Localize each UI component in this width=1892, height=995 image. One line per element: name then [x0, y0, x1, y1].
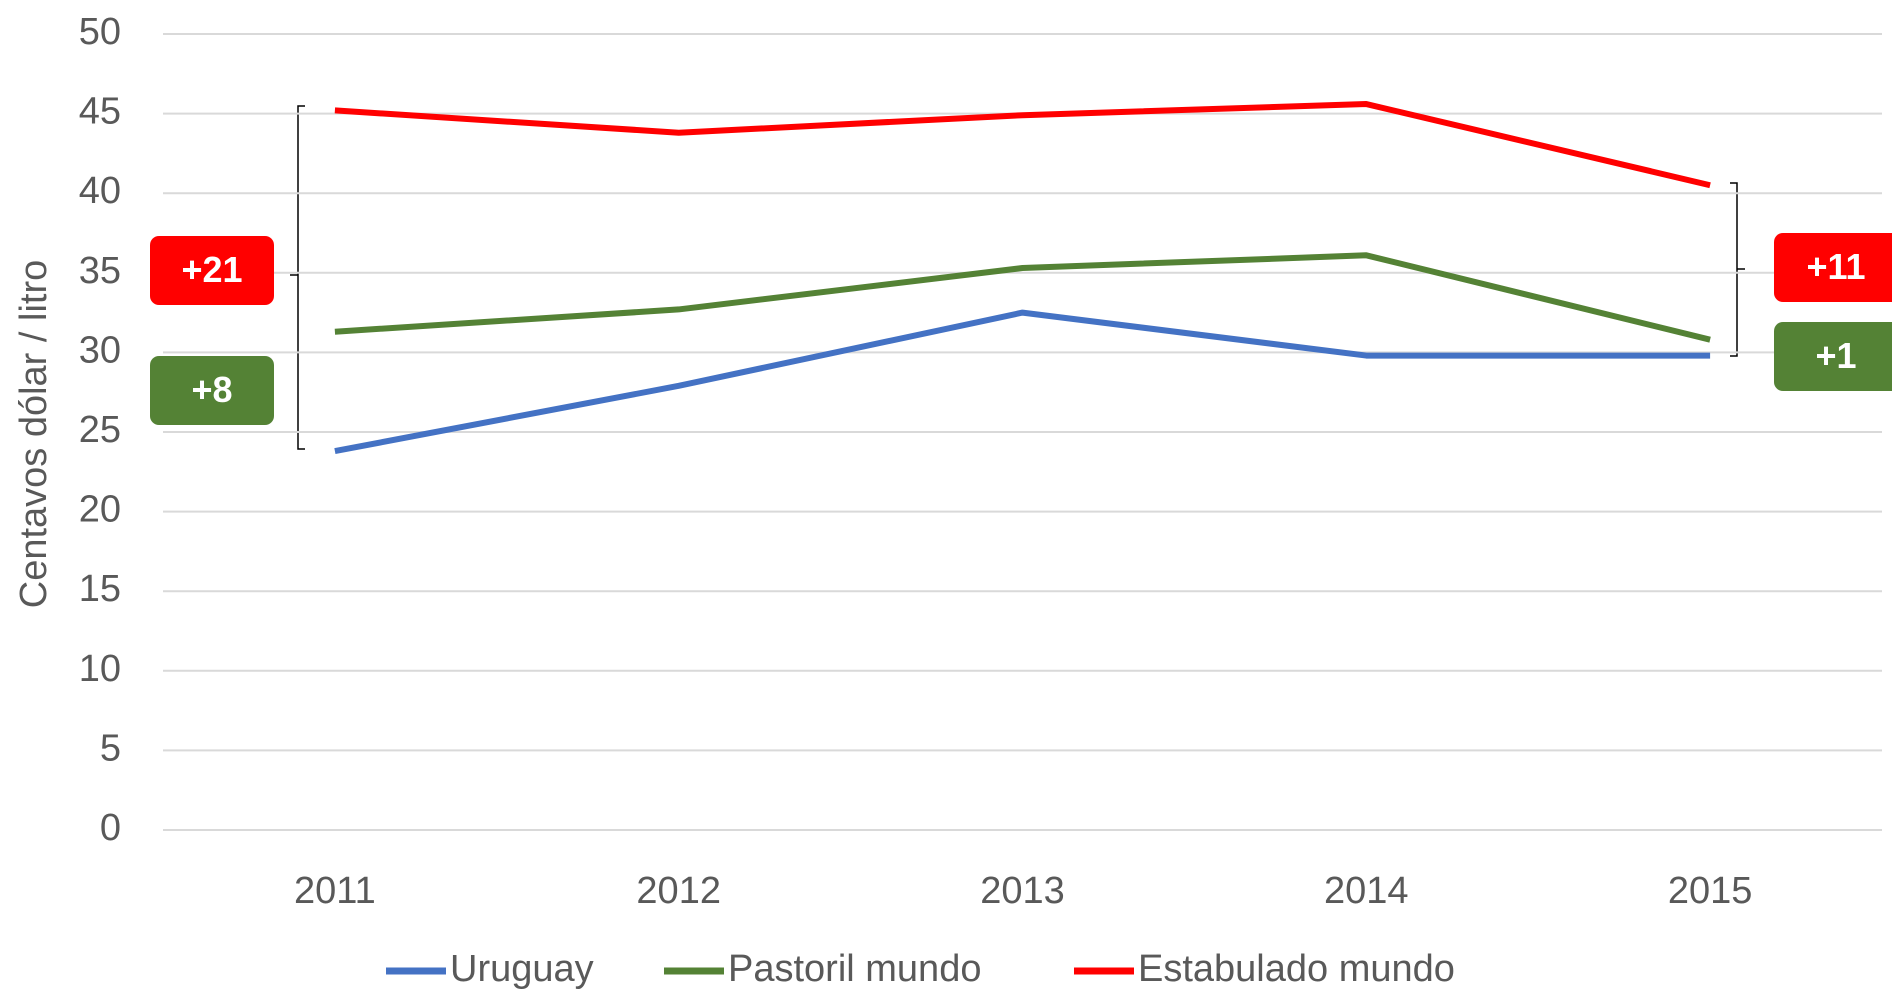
x-tick-label: 2013 — [980, 870, 1065, 912]
y-tick-label: 45 — [79, 91, 121, 133]
annotation-box — [150, 236, 274, 305]
line-series — [334, 101, 1711, 189]
annotation: +21 — [181, 249, 242, 290]
y-tick-label: 0 — [100, 807, 121, 849]
x-tick-label: 2011 — [294, 870, 376, 912]
y-tick-label: 20 — [79, 489, 121, 531]
y-tick-label: 10 — [79, 648, 121, 690]
annotation-box — [150, 356, 274, 425]
y-tick-label: 30 — [79, 329, 121, 371]
annotation-box — [1774, 322, 1892, 391]
x-tick-label: 2014 — [1324, 870, 1409, 912]
line-series — [334, 309, 1711, 455]
legend-label: Estabulado mundo — [1138, 948, 1455, 990]
legend-label: Uruguay — [450, 948, 594, 990]
y-tick-label: 35 — [79, 250, 121, 292]
line-series — [334, 252, 1711, 343]
bracket-right — [1730, 182, 1745, 357]
annotation: +1 — [1815, 335, 1856, 376]
y-tick-label: 50 — [79, 11, 121, 53]
x-tick-label: 2015 — [1668, 870, 1753, 912]
annotation: +11 — [1806, 246, 1865, 287]
y-tick-label: 15 — [79, 568, 121, 610]
annotation-box — [1774, 233, 1892, 302]
legend-label: Pastoril mundo — [728, 948, 981, 990]
y-tick-label: 40 — [79, 170, 121, 212]
x-tick-label: 2012 — [636, 870, 721, 912]
y-tick-label: 5 — [100, 727, 121, 769]
y-axis-label: Centavos dólar / litro — [13, 260, 55, 609]
y-tick-label: 25 — [79, 409, 121, 451]
annotation: +8 — [191, 369, 232, 410]
bracket-left — [290, 105, 305, 450]
